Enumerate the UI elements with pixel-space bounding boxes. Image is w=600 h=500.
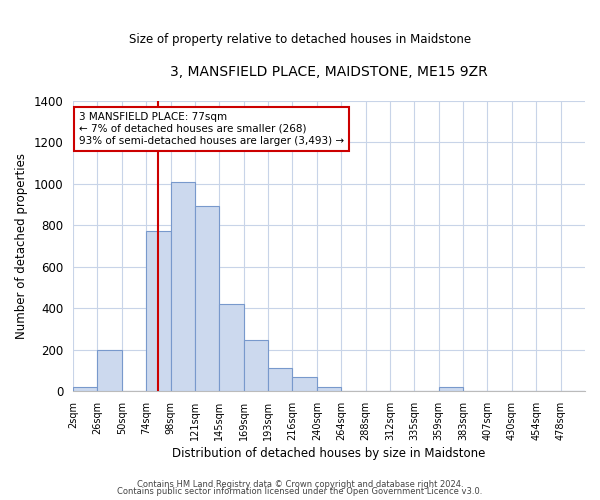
Y-axis label: Number of detached properties: Number of detached properties [15,153,28,339]
Bar [220,304,244,391]
Bar [146,230,170,391]
X-axis label: Distribution of detached houses by size in Maidstone: Distribution of detached houses by size … [172,447,486,460]
Text: 3 MANSFIELD PLACE: 77sqm
← 7% of detached houses are smaller (268)
93% of semi-d: 3 MANSFIELD PLACE: 77sqm ← 7% of detache… [79,112,344,146]
Bar [317,387,341,391]
Text: Contains public sector information licensed under the Open Government Licence v3: Contains public sector information licen… [118,488,482,496]
Bar [73,387,97,391]
Bar [292,376,317,391]
Bar [439,387,463,391]
Text: Contains HM Land Registry data © Crown copyright and database right 2024.: Contains HM Land Registry data © Crown c… [137,480,463,489]
Text: Size of property relative to detached houses in Maidstone: Size of property relative to detached ho… [129,32,471,46]
Bar [195,206,220,391]
Bar [244,340,268,391]
Title: 3, MANSFIELD PLACE, MAIDSTONE, ME15 9ZR: 3, MANSFIELD PLACE, MAIDSTONE, ME15 9ZR [170,65,488,79]
Bar [170,182,195,391]
Bar [268,368,292,391]
Bar [97,350,122,391]
